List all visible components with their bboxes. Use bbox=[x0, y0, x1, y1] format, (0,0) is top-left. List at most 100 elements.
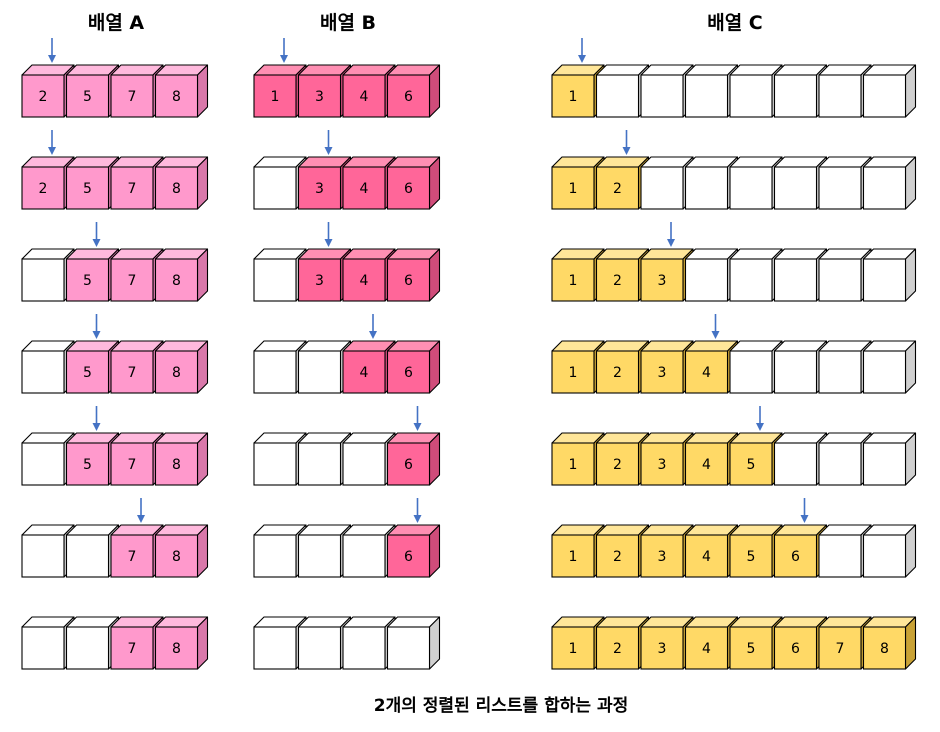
array-b: 1 3 4 6 bbox=[253, 38, 441, 118]
pointer-arrow-icon bbox=[324, 222, 333, 247]
filled-cell: 8 bbox=[862, 616, 917, 670]
array-a: 5 7 8 bbox=[21, 406, 209, 486]
pointer-arrow-icon bbox=[413, 406, 422, 431]
merge-step-row: 5 7 8 6 1 2 3 4 5 bbox=[21, 406, 917, 486]
filled-cell: 4 bbox=[342, 156, 396, 210]
cell-value: 7 bbox=[128, 181, 137, 197]
cell-value: 3 bbox=[658, 457, 667, 473]
cell-value: 8 bbox=[172, 181, 181, 197]
cell-value: 7 bbox=[128, 549, 137, 565]
empty-cell bbox=[862, 156, 917, 210]
cell-value: 4 bbox=[360, 181, 369, 197]
filled-cell: 8 bbox=[154, 156, 209, 210]
cell-value: 2 bbox=[613, 273, 622, 289]
pointer-arrow-icon bbox=[137, 498, 145, 523]
cell-value: 6 bbox=[404, 181, 413, 197]
cell-value: 4 bbox=[360, 89, 369, 105]
cell-value: 8 bbox=[172, 365, 181, 381]
cell-value: 5 bbox=[83, 181, 92, 197]
cell-value: 7 bbox=[128, 273, 137, 289]
pointer-arrow-icon bbox=[413, 498, 422, 523]
cell-value: 1 bbox=[569, 641, 578, 657]
filled-cell: 6 bbox=[386, 248, 441, 302]
pointer-arrow-icon bbox=[48, 130, 56, 155]
cell-value: 7 bbox=[128, 457, 137, 473]
empty-cell bbox=[862, 524, 917, 578]
header-array-a: 배열 A bbox=[88, 12, 145, 34]
pointer-arrow-icon bbox=[578, 38, 586, 63]
cell-value: 7 bbox=[128, 365, 137, 381]
pointer-arrow-icon bbox=[667, 222, 675, 247]
cell-value: 6 bbox=[404, 457, 413, 473]
cell-value: 1 bbox=[569, 89, 578, 105]
array-b: 3 4 6 bbox=[253, 130, 441, 210]
filled-cell: 6 bbox=[386, 432, 441, 486]
cell-value: 8 bbox=[172, 641, 181, 657]
cell-value: 4 bbox=[702, 641, 711, 657]
cell-value: 4 bbox=[702, 457, 711, 473]
cell-value: 6 bbox=[404, 365, 413, 381]
header-array-c: 배열 C bbox=[707, 12, 763, 34]
cell-value: 3 bbox=[315, 89, 324, 105]
cell-value: 4 bbox=[702, 549, 711, 565]
filled-cell: 1 bbox=[551, 616, 605, 670]
cell-value: 3 bbox=[658, 641, 667, 657]
cell-value: 7 bbox=[128, 89, 137, 105]
cell-value: 2 bbox=[613, 641, 622, 657]
cell-value: 5 bbox=[83, 89, 92, 105]
cell-value: 6 bbox=[791, 641, 800, 657]
cell-value: 1 bbox=[569, 273, 578, 289]
pointer-arrow-icon bbox=[280, 38, 288, 63]
pointer-arrow-icon bbox=[92, 406, 101, 431]
cell-value: 2 bbox=[613, 181, 622, 197]
filled-cell: 8 bbox=[154, 64, 209, 118]
merge-steps: 2 5 7 8 1 3 4 6 12 5 7 8 3 4 6 1 25 7 8 3 4 6 1 2 35 7 8 4 6 1 2 3 45 7 8 6… bbox=[21, 38, 917, 670]
array-b bbox=[253, 616, 441, 670]
diagram-caption: 2개의 정렬된 리스트를 합하는 과정 bbox=[374, 695, 628, 716]
pointer-arrow-icon bbox=[92, 222, 101, 247]
array-b: 6 bbox=[253, 406, 441, 486]
empty-cell bbox=[386, 616, 441, 670]
array-b: 6 bbox=[253, 498, 441, 578]
array-a: 2 5 7 8 bbox=[21, 38, 209, 118]
pointer-arrow-icon bbox=[369, 314, 377, 339]
cell-value: 4 bbox=[360, 273, 369, 289]
cell-value: 6 bbox=[404, 273, 413, 289]
pointer-arrow-icon bbox=[324, 130, 333, 155]
cell-value: 3 bbox=[658, 365, 667, 381]
filled-cell: 6 bbox=[386, 64, 441, 118]
cell-value: 5 bbox=[83, 273, 92, 289]
cell-value: 6 bbox=[791, 549, 800, 565]
cell-value: 6 bbox=[404, 89, 413, 105]
cell-value: 8 bbox=[172, 457, 181, 473]
cell-value: 8 bbox=[172, 549, 181, 565]
filled-cell: 8 bbox=[154, 248, 209, 302]
merge-step-row: 5 7 8 3 4 6 1 2 3 bbox=[21, 222, 917, 302]
cell-value: 8 bbox=[172, 89, 181, 105]
cell-value: 1 bbox=[569, 365, 578, 381]
pointer-arrow-icon bbox=[622, 130, 631, 155]
array-c: 1 2 3 4 bbox=[551, 314, 917, 394]
merge-step-row: 2 5 7 8 1 3 4 6 1 bbox=[21, 38, 917, 118]
array-b: 3 4 6 bbox=[253, 222, 441, 302]
array-c: 1 2 3 4 5 bbox=[551, 406, 917, 486]
empty-cell bbox=[862, 432, 917, 486]
pointer-arrow-icon bbox=[711, 314, 720, 339]
cell-value: 4 bbox=[702, 365, 711, 381]
cell-value: 8 bbox=[172, 273, 181, 289]
cell-value: 1 bbox=[569, 457, 578, 473]
cell-value: 1 bbox=[271, 89, 280, 105]
filled-cell: 6 bbox=[386, 156, 441, 210]
cell-value: 5 bbox=[747, 549, 756, 565]
filled-cell: 2 bbox=[595, 524, 650, 578]
empty-cell bbox=[862, 64, 917, 118]
array-c: 1 2 3 4 5 6 7 8 bbox=[551, 616, 917, 670]
filled-cell: 8 bbox=[154, 340, 209, 394]
cell-value: 5 bbox=[83, 457, 92, 473]
array-c: 1 2 3 4 5 6 bbox=[551, 498, 917, 578]
cell-value: 3 bbox=[315, 181, 324, 197]
cell-value: 2 bbox=[39, 181, 48, 197]
